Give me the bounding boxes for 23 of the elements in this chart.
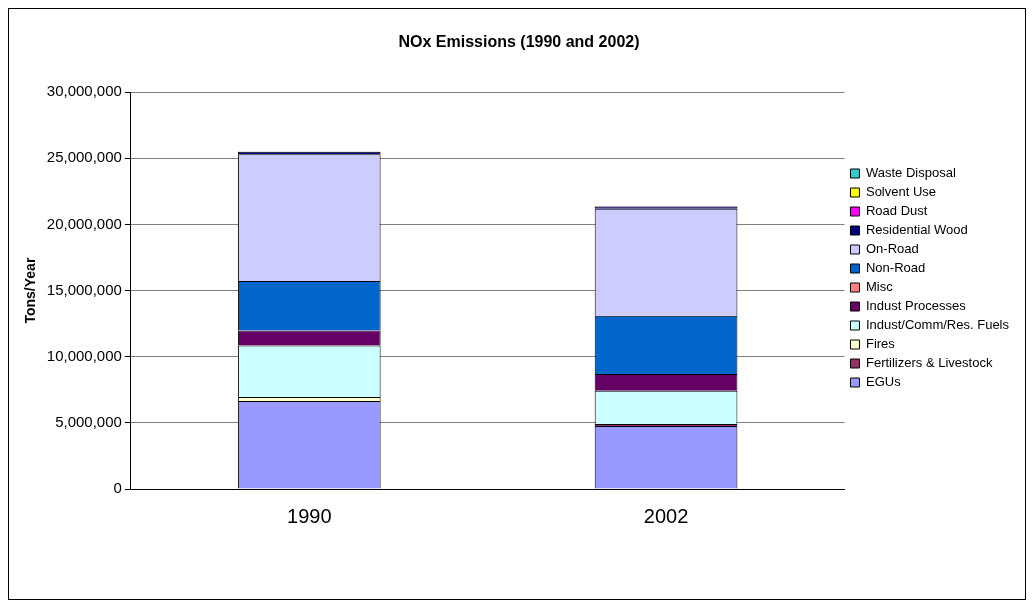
legend-label: EGUs [865,374,902,390]
y-tick-label: 20,000,000 [46,214,122,232]
legend-label: Non-Road [865,260,926,276]
legend-label: Solvent Use [865,184,937,200]
legend-label: Fires [865,336,896,352]
legend-label: Fertilizers & Livestock [865,355,993,371]
legend-label: Road Dust [865,203,928,219]
y-tick-label: 15,000,000 [46,280,122,298]
y-tick-label: 10,000,000 [46,346,122,364]
legend-label: Misc [865,279,894,295]
x-tick-label: 2002 [643,504,689,527]
legend-label: Indust/Comm/Res. Fuels [865,317,1010,333]
legend-label: On-Road [865,241,919,257]
y-tick-label: 30,000,000 [46,82,122,100]
legend-label: Indust Processes [865,298,967,314]
y-tick-label: 25,000,000 [46,148,122,166]
legend-label: Waste Disposal [865,165,956,181]
y-tick-label: 5,000,000 [55,413,122,431]
legend-label: Residential Wood [865,222,968,238]
y-axis-title: Tons/Year [22,257,39,324]
chart-title: NOx Emissions (1990 and 2002) [398,33,640,51]
y-tick-label: 0 [113,479,122,497]
x-tick-label: 1990 [287,504,332,527]
